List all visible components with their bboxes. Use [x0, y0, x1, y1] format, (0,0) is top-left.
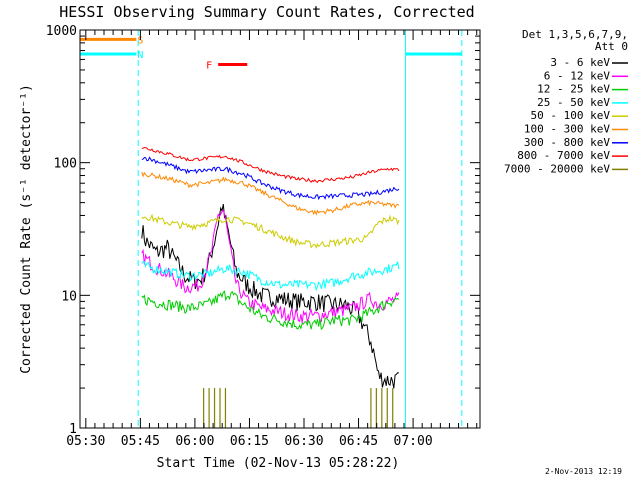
- series-line: [141, 209, 400, 324]
- y-tick-label: 10: [61, 289, 77, 304]
- chart-title: HESSI Observing Summary Count Rates, Cor…: [59, 3, 474, 21]
- series-line: [141, 171, 400, 216]
- flag-label: N: [137, 50, 143, 61]
- y-tick-label: 100: [54, 157, 77, 172]
- plot-frame: [79, 29, 481, 429]
- legend-header-line-2: Att 0: [595, 40, 628, 53]
- flag-label: S: [137, 35, 143, 46]
- legend-entry-label: 50 - 100 keV: [531, 109, 611, 122]
- x-axis: 05:30 05:45 06:00 06:15 06:30 06:45 07:00: [66, 30, 478, 449]
- legend-entry-label: 3 - 6 keV: [550, 56, 610, 69]
- legend-entry-label: 25 - 50 keV: [537, 96, 610, 109]
- x-tick-label: 07:00: [394, 434, 433, 449]
- legend-entry-label: 12 - 25 keV: [537, 83, 610, 96]
- legend-entry-label: 100 - 300 keV: [524, 123, 610, 136]
- series-line: [141, 146, 400, 183]
- x-tick-label: 06:45: [339, 434, 378, 449]
- y-axis: 1 10 100 1000: [46, 24, 480, 437]
- y-tick-label: 1: [69, 422, 77, 437]
- legend-entry-label: 7000 - 20000 keV: [504, 162, 610, 175]
- legend-entry-label: 6 - 12 keV: [544, 69, 611, 82]
- legend-header-line-1: Det 1,3,5,6,7,9,: [522, 28, 628, 41]
- x-tick-label: 06:00: [175, 434, 214, 449]
- x-axis-label: Start Time (02-Nov-13 05:28:22): [157, 456, 400, 471]
- plot-area: SN F: [79, 30, 463, 428]
- x-tick-label: 05:30: [66, 434, 105, 449]
- footer-timestamp: 2-Nov-2013 12:19: [545, 467, 622, 476]
- y-axis-label: Corrected Count Rate (s⁻¹ detector⁻¹): [19, 84, 34, 374]
- series-line: [141, 290, 400, 331]
- legend-entry-label: 800 - 7000 keV: [517, 149, 610, 162]
- series-line: [141, 261, 400, 292]
- flag-label: F: [206, 60, 212, 71]
- x-tick-label: 06:30: [284, 434, 323, 449]
- series-line: [141, 156, 400, 201]
- x-tick-label: 06:15: [230, 434, 269, 449]
- x-tick-label: 05:45: [121, 434, 160, 449]
- series-line: [141, 213, 400, 249]
- legend-entry-label: 300 - 800 keV: [524, 136, 610, 149]
- y-tick-label: 1000: [46, 24, 77, 39]
